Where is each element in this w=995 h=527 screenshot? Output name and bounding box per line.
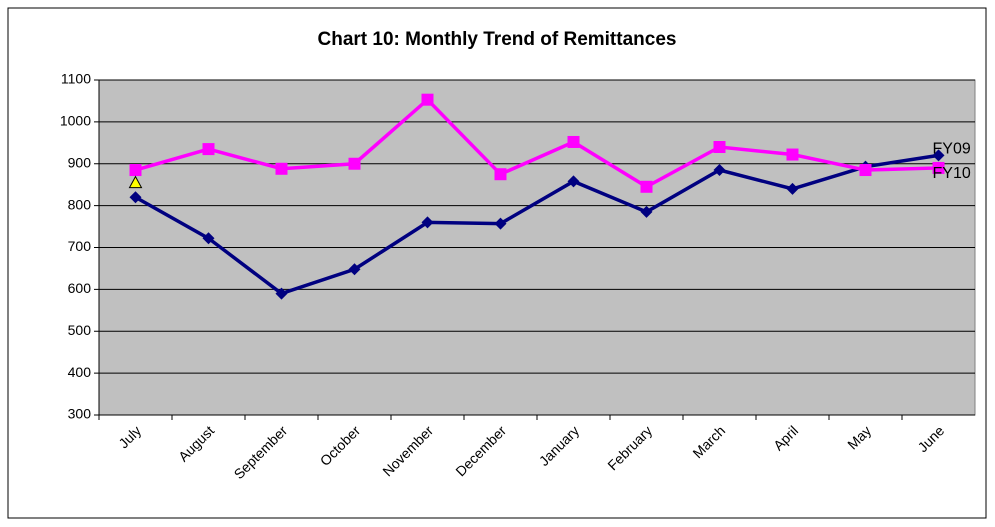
marker <box>713 164 726 177</box>
marker <box>348 263 361 276</box>
y-tick-label: 1000 <box>60 113 91 129</box>
marker <box>348 157 361 170</box>
y-tick-label: 500 <box>68 322 92 338</box>
marker <box>128 175 143 189</box>
marker <box>494 168 507 181</box>
y-tick-label: 800 <box>68 196 92 212</box>
marker <box>202 232 215 245</box>
y-tick-label: 900 <box>68 154 92 170</box>
series-line <box>134 153 939 296</box>
marker <box>129 191 142 204</box>
series-label: FY09 <box>933 141 971 158</box>
y-tick-label: 700 <box>68 238 92 254</box>
marker <box>640 205 653 218</box>
marker <box>640 180 653 193</box>
y-tick-label: 300 <box>68 406 92 422</box>
marker <box>567 175 580 188</box>
marker <box>932 149 945 162</box>
marker <box>421 93 434 106</box>
marker <box>786 182 799 195</box>
y-tick-label: 1100 <box>61 71 91 87</box>
marker <box>786 148 799 161</box>
marker <box>275 287 288 300</box>
marker <box>932 161 945 174</box>
marker <box>129 164 142 177</box>
y-tick-label: 400 <box>68 364 92 380</box>
marker <box>202 143 215 156</box>
marker <box>421 216 434 229</box>
marker <box>859 164 872 177</box>
marker <box>275 162 288 175</box>
marker <box>494 217 507 230</box>
series-label: FY10 <box>933 165 971 182</box>
marker <box>567 135 580 148</box>
y-tick-label: 600 <box>68 280 92 296</box>
marker <box>713 141 726 153</box>
chart-title: Chart 10: Monthly Trend of Remittances <box>318 29 677 50</box>
series-line <box>135 97 939 189</box>
